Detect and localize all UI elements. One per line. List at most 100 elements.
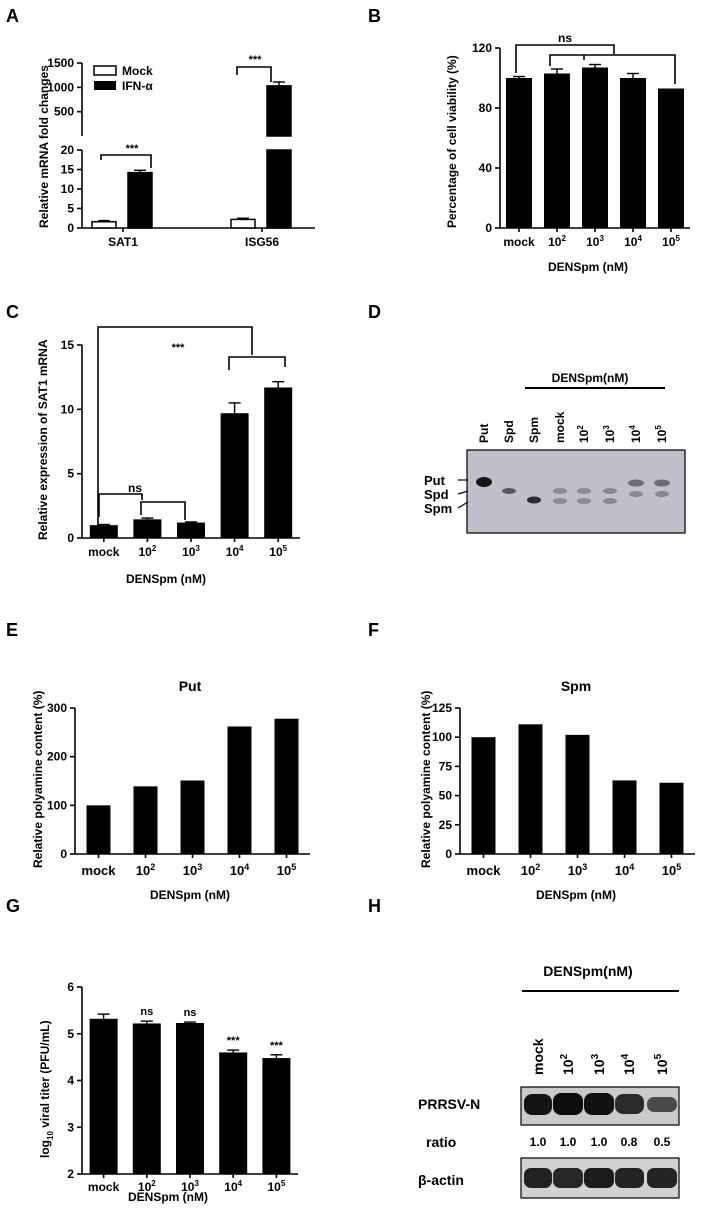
panel-c-plot: 0 5 10 15 mock 102 103 104 105 bbox=[61, 338, 300, 559]
panel-a-ytick-label: 0 bbox=[67, 221, 74, 235]
panel-h-lane-labels: mock 102 103 104 105 bbox=[530, 1038, 670, 1075]
panel-b-ns: ns bbox=[558, 31, 572, 45]
panel-g-xlabel: DENSpm (nM) bbox=[128, 1190, 208, 1204]
band-mock-spd bbox=[553, 488, 567, 494]
panel-d-lane-label: Spd bbox=[502, 420, 516, 443]
panel-label-e: E bbox=[6, 620, 18, 640]
band-label-spm: Spm bbox=[424, 501, 452, 516]
panel-g-ylabel: log10 viral titer (PFU/mL) bbox=[38, 1020, 55, 1158]
panel-f-ytick-label: 75 bbox=[439, 759, 453, 773]
panel-c-ytick-label: 15 bbox=[61, 338, 75, 352]
panel-d-group-label: DENSpm(nM) bbox=[552, 371, 629, 385]
panel-c-ytick-label: 0 bbox=[67, 531, 74, 545]
band-lane7-put bbox=[628, 479, 644, 487]
panel-f-bar bbox=[659, 782, 684, 854]
panel-g-annotation: ns bbox=[184, 1007, 197, 1019]
actin-band-2 bbox=[553, 1168, 583, 1188]
panel-b-plot: 0 40 80 120 mock 102 103 104 105 bbox=[472, 41, 690, 249]
panel-label-d: D bbox=[368, 302, 381, 322]
panel-label-f: F bbox=[368, 620, 379, 640]
panel-c-xtick-label: mock bbox=[88, 545, 120, 559]
panel-a-cat-isg56: ISG56 bbox=[245, 235, 279, 249]
panel-d-lane-label: 102 bbox=[576, 425, 591, 443]
band-lane5-spm bbox=[577, 498, 591, 504]
panel-a-star-isg56: *** bbox=[249, 54, 263, 66]
panel-f-ylabel: Relative polyamine content (%) bbox=[419, 691, 433, 868]
panel-e: Put Relative polyamine content (%) DENSp… bbox=[31, 678, 230, 902]
panel-h-ratio-value: 1.0 bbox=[591, 1135, 608, 1149]
panel-e-bar bbox=[274, 718, 299, 854]
prrsv-band-4 bbox=[615, 1094, 644, 1114]
panel-f-ytick-label: 50 bbox=[439, 789, 453, 803]
panel-g-bar bbox=[132, 1023, 161, 1174]
panel-c-ylabel: Relative expression of SAT1 mRNA bbox=[36, 339, 50, 540]
actin-band-1 bbox=[524, 1168, 552, 1188]
panel-c-ytick-label: 10 bbox=[61, 402, 75, 416]
actin-band-5 bbox=[647, 1168, 677, 1188]
panel-e-bar bbox=[133, 786, 158, 854]
marker-spd bbox=[457, 490, 469, 495]
panel-f-xlabel: DENSpm (nM) bbox=[536, 888, 616, 902]
panel-a-ytick-label: 20 bbox=[61, 143, 75, 157]
panel-label-b: B bbox=[368, 6, 381, 26]
panel-b-xtick-label: 105 bbox=[662, 234, 680, 249]
panel-a-bar bbox=[230, 218, 256, 229]
panel-e-plot: 0 100 200 300 mock 102 103 104 105 bbox=[47, 701, 310, 878]
row-label-prrsv-n: PRRSV-N bbox=[418, 1096, 480, 1112]
panel-label-c: C bbox=[6, 302, 19, 322]
panel-b-bracket-inner bbox=[549, 54, 676, 84]
panel-e-ytick-label: 200 bbox=[47, 750, 67, 764]
panel-d-lane-label: Put bbox=[477, 424, 491, 443]
panel-h-ratio-value: 0.5 bbox=[654, 1135, 671, 1149]
legend-ifn-label: IFN-α bbox=[122, 79, 153, 93]
panel-f-bar bbox=[565, 734, 590, 854]
panel-b-xtick-label: 103 bbox=[586, 234, 604, 249]
panel-a-plot: 0 5 10 15 20 500 1000 1500 bbox=[47, 56, 315, 235]
panel-e-ylabel: Relative polyamine content (%) bbox=[31, 691, 45, 868]
panel-f-ytick-label: 125 bbox=[432, 701, 452, 715]
panel-d-lane-label: 104 bbox=[628, 425, 643, 443]
panel-g-xtick-label: 105 bbox=[267, 1179, 285, 1194]
panel-a-bar bbox=[91, 221, 117, 229]
panel-b-ytick-label: 0 bbox=[485, 221, 492, 235]
panel-a-bar-lower bbox=[266, 149, 292, 229]
panel-b-xtick-label: 104 bbox=[624, 234, 642, 249]
panel-g-plot: 2 3 4 5 6 mock 102 103 104 105 ns ns *** *** bbox=[67, 980, 298, 1194]
panel-h-ratio-value: 1.0 bbox=[560, 1135, 577, 1149]
row-label-beta-actin: β-actin bbox=[418, 1172, 464, 1188]
panel-b-xtick-label: 102 bbox=[548, 234, 566, 249]
actin-band-3 bbox=[584, 1168, 614, 1188]
panel-g-xtick-label: mock bbox=[88, 1180, 120, 1194]
panel-e-bar bbox=[180, 780, 205, 854]
panel-e-xtick-label: 102 bbox=[136, 862, 155, 878]
legend-mock-swatch bbox=[93, 65, 117, 76]
panel-b-xtick-label: mock bbox=[503, 235, 535, 249]
panel-a-ytick-label: 15 bbox=[61, 163, 75, 177]
panel-h-ratios: 1.0 1.0 1.0 0.8 0.5 bbox=[530, 1135, 671, 1149]
panel-a-ytick-label: 1500 bbox=[47, 56, 74, 70]
panel-g-bar bbox=[262, 1058, 291, 1174]
panel-b-ytick-label: 40 bbox=[479, 161, 493, 175]
panel-label-h: H bbox=[368, 896, 381, 916]
panel-a-ytick-label: 500 bbox=[54, 105, 74, 119]
legend-ifn-swatch bbox=[94, 81, 116, 90]
row-label-ratio: ratio bbox=[426, 1134, 456, 1150]
panel-f-ytick-label: 100 bbox=[432, 730, 452, 744]
panel-g-xtick-label: 104 bbox=[224, 1179, 242, 1194]
panel-g: log10 viral titer (PFU/mL) DENSpm (nM) bbox=[38, 1020, 208, 1204]
tlc-plate bbox=[466, 449, 686, 534]
panel-b-bar bbox=[658, 88, 684, 228]
panel-c-xtick-label: 102 bbox=[138, 544, 156, 559]
band-spm-standard bbox=[527, 496, 541, 504]
panel-g-annotation: *** bbox=[270, 1040, 284, 1052]
panel-e-xtick-label: mock bbox=[82, 863, 117, 878]
panel-d-lane-label: mock bbox=[553, 411, 567, 443]
panel-b-ytick-label: 80 bbox=[479, 101, 493, 115]
prrsv-band-1 bbox=[524, 1094, 552, 1115]
actin-band-4 bbox=[615, 1168, 644, 1188]
panel-e-bar bbox=[227, 726, 252, 854]
panel-g-bar bbox=[219, 1052, 248, 1174]
panel-g-ytick-label: 6 bbox=[67, 980, 74, 994]
legend-mock-label: Mock bbox=[122, 64, 153, 78]
panel-a-ytick-label: 1000 bbox=[47, 80, 74, 94]
